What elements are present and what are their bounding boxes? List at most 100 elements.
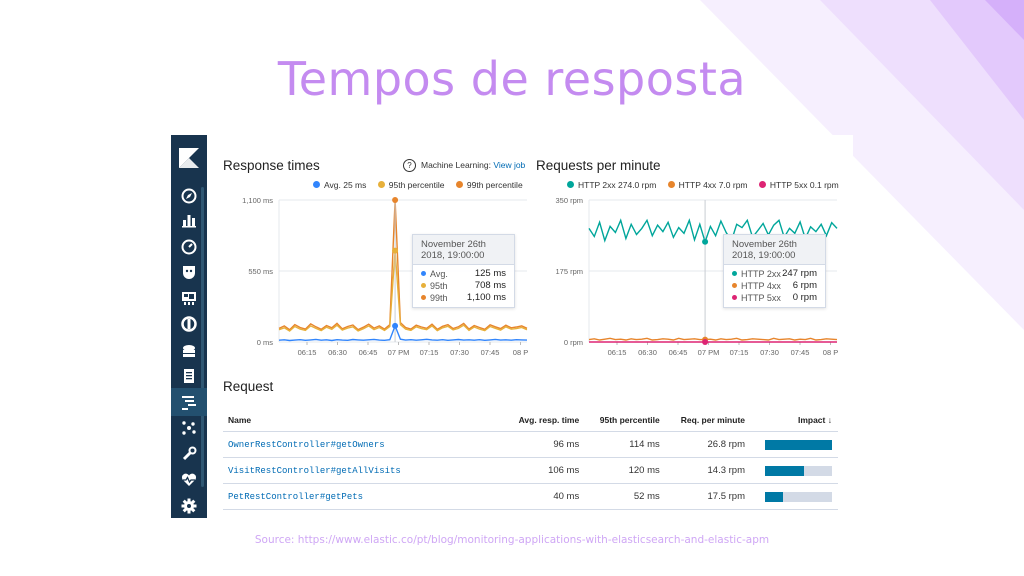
logs-icon[interactable] xyxy=(180,367,198,385)
legend-2xx[interactable]: HTTP 2xx 274.0 rpm xyxy=(567,180,656,190)
tooltip-row-5xx: HTTP 5xx 0 rpm xyxy=(724,292,825,304)
dashboard-gauge-icon[interactable] xyxy=(180,238,198,256)
x-tick-label: 08 P xyxy=(513,348,528,357)
graph-icon[interactable] xyxy=(180,419,198,437)
dev-tools-wrench-icon[interactable] xyxy=(180,445,198,463)
col-impact[interactable]: Impact ↓ xyxy=(751,413,838,432)
rpm-tooltip: November 26th 2018, 19:00:00 HTTP 2xx 247 … xyxy=(723,234,826,308)
x-tick-label: 07:15 xyxy=(420,348,439,357)
request-table: Name Avg. resp. time 95th percentile Req… xyxy=(223,413,838,510)
source-citation: Source: https://www.elastic.co/pt/blog/m… xyxy=(254,534,770,546)
infrastructure-icon[interactable] xyxy=(180,342,198,360)
monitoring-heart-icon[interactable] xyxy=(180,471,198,489)
canvas-icon[interactable] xyxy=(180,263,198,281)
col-95th[interactable]: 95th percentile xyxy=(585,413,666,432)
ml-icon[interactable] xyxy=(180,315,198,333)
tooltip-row-2xx: HTTP 2xx 247 rpm xyxy=(724,268,825,280)
y-tick-label: 0 rpm xyxy=(564,338,583,347)
x-tick-label: 06:15 xyxy=(608,348,627,357)
slide-title: Tempos de resposta xyxy=(277,52,747,106)
impact-cell xyxy=(751,483,838,510)
series-line-1 xyxy=(588,337,838,341)
tooltip-row-4xx: HTTP 4xx 6 rpm xyxy=(724,280,825,292)
hover-point-2 xyxy=(392,197,399,203)
impact-cell xyxy=(751,431,838,458)
tooltip-row-95th: 95th 708 ms xyxy=(413,280,514,292)
settings-gear-icon[interactable] xyxy=(180,497,198,515)
rpm-chart[interactable]: 350 rpm 175 rpm 0 rpm 06:15 06:30 06:45 07 PM 0… xyxy=(541,193,841,358)
p95-value: 120 ms xyxy=(585,457,666,484)
hover-point-0 xyxy=(392,322,399,329)
x-tick-label: 07 PM xyxy=(698,348,720,357)
ml-label: Machine Learning: xyxy=(421,160,491,170)
kibana-apm-screenshot: Response times ? Machine Learning: View j… xyxy=(171,135,853,518)
tooltip-row-99th: 99th 1,100 ms xyxy=(413,292,514,304)
apm-icon[interactable] xyxy=(180,393,198,411)
table-row: VisitRestController#getAllVisits 106 ms 12… xyxy=(223,457,838,484)
response-legend: Avg. 25 ms 95th percentile 99th percenti… xyxy=(313,180,532,190)
legend-95th[interactable]: 95th percentile xyxy=(377,180,445,190)
x-tick-label: 07:30 xyxy=(450,348,469,357)
response-tooltip: November 26th 2018, 19:00:00 Avg. 125 ms 9… xyxy=(412,234,515,308)
arrow-down-icon: ↓ xyxy=(827,415,832,425)
help-circle-icon[interactable]: ? xyxy=(403,159,416,172)
legend-99th[interactable]: 99th percentile xyxy=(455,180,523,190)
x-tick-label: 06:30 xyxy=(328,348,347,357)
rpm-value: 17.5 rpm xyxy=(665,483,751,510)
request-name-link[interactable]: OwnerRestController#getOwners xyxy=(223,431,504,458)
x-tick-label: 07:45 xyxy=(481,348,500,357)
impact-fill xyxy=(765,491,784,502)
impact-bar xyxy=(765,465,832,476)
view-job-link[interactable]: View job xyxy=(493,160,526,170)
col-rpm[interactable]: Req. per minute xyxy=(665,413,751,432)
legend-4xx[interactable]: HTTP 4xx 7.0 rpm xyxy=(667,180,748,190)
avg-resp-value: 96 ms xyxy=(504,431,586,458)
impact-fill xyxy=(765,465,804,476)
ml-job-link-group: ? Machine Learning: View job xyxy=(403,159,525,172)
kibana-logo-icon[interactable] xyxy=(177,146,201,170)
tooltip-row-avg: Avg. 125 ms xyxy=(413,268,514,280)
impact-fill xyxy=(765,439,832,450)
x-tick-label: 07 PM xyxy=(388,348,410,357)
series-line-0 xyxy=(278,323,528,342)
sidebar-scrollbar[interactable] xyxy=(201,187,204,487)
avg-resp-value: 40 ms xyxy=(504,483,586,510)
impact-cell xyxy=(751,457,838,484)
y-tick-label: 1,100 ms xyxy=(242,196,273,205)
x-tick-label: 07:15 xyxy=(730,348,749,357)
rpm-legend: HTTP 2xx 274.0 rpm HTTP 4xx 7.0 rpm HTTP… xyxy=(567,180,848,190)
y-tick-label: 350 rpm xyxy=(555,196,583,205)
maps-icon[interactable] xyxy=(180,289,198,307)
response-times-chart[interactable]: 1,100 ms 550 ms 0 ms 06:15 06:30 06:45 07 PM 07… xyxy=(231,193,531,358)
request-name-link[interactable]: VisitRestController#getAllVisits xyxy=(223,457,504,484)
y-tick-label: 175 rpm xyxy=(555,267,583,276)
response-times-title: Response times xyxy=(223,158,320,173)
y-tick-label: 0 ms xyxy=(257,338,274,347)
x-tick-label: 06:45 xyxy=(669,348,688,357)
legend-avg[interactable]: Avg. 25 ms xyxy=(313,180,366,190)
legend-5xx[interactable]: HTTP 5xx 0.1 rpm xyxy=(758,180,839,190)
table-header-row: Name Avg. resp. time 95th percentile Req… xyxy=(223,413,838,432)
avg-resp-value: 106 ms xyxy=(504,457,586,484)
rpm-value: 26.8 rpm xyxy=(665,431,751,458)
p95-value: 114 ms xyxy=(585,431,666,458)
x-tick-label: 08 P xyxy=(823,348,838,357)
rpm-value: 14.3 rpm xyxy=(665,457,751,484)
visualize-icon[interactable] xyxy=(180,211,198,229)
x-tick-label: 07:30 xyxy=(760,348,779,357)
impact-bar xyxy=(765,439,832,450)
p95-value: 52 ms xyxy=(585,483,666,510)
hover-point-1 xyxy=(392,247,399,254)
request-name-link[interactable]: PetRestController#getPets xyxy=(223,483,504,510)
series-line-1 xyxy=(278,250,528,332)
compass-icon[interactable] xyxy=(180,187,198,205)
table-row: PetRestController#getPets 40 ms 52 ms 17.5 … xyxy=(223,483,838,510)
hover-point-0 xyxy=(702,238,709,245)
col-avg-resp[interactable]: Avg. resp. time xyxy=(504,413,586,432)
col-name[interactable]: Name xyxy=(223,413,504,432)
request-section-title: Request xyxy=(223,379,274,394)
hover-point-2 xyxy=(702,339,709,345)
x-tick-label: 06:30 xyxy=(638,348,657,357)
x-tick-label: 06:15 xyxy=(298,348,317,357)
